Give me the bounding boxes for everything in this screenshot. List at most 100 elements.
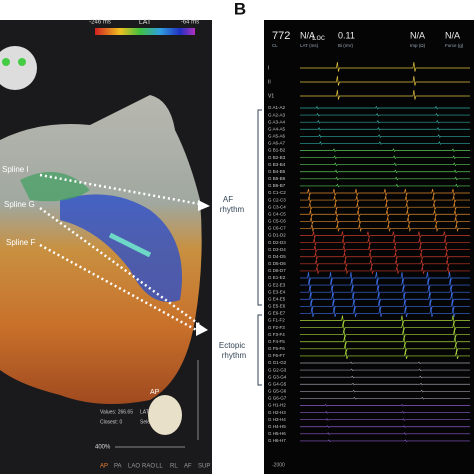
channel-label: G H5-H6 (268, 431, 286, 436)
readout-value: N/A (445, 30, 460, 40)
zoom-label: 400% (95, 445, 111, 451)
spline-label: Spline I (2, 165, 29, 174)
channel-trace (300, 134, 470, 138)
surface-trace (300, 75, 470, 86)
channel-label: G A1-A2 (268, 105, 286, 110)
scale-label: -2000 (272, 462, 285, 468)
channel-label: G F1-F2 (268, 318, 285, 323)
view-button[interactable]: RL (170, 464, 178, 470)
channel-trace (300, 350, 470, 360)
spline-label: Spline F (6, 238, 35, 247)
channel-trace (300, 418, 470, 421)
channel-label: G B5-B6 (268, 176, 286, 181)
channel-label: G H4-H5 (268, 424, 286, 429)
surface-trace (300, 61, 470, 72)
channel-trace (300, 210, 470, 218)
channel-label: G F5-F6 (268, 346, 285, 351)
channel-trace (300, 403, 470, 407)
channel-trace (300, 368, 470, 372)
channel-label: G A2-A3 (268, 112, 286, 117)
channel-label: G G1-G2 (268, 360, 287, 365)
channel-label: G A6-A7 (268, 141, 286, 146)
surface-trace (300, 89, 470, 100)
channel-trace (300, 322, 470, 331)
map-region (60, 194, 182, 302)
channel-trace (300, 119, 470, 124)
lat-max: -64 ms (181, 20, 199, 26)
channel-trace (300, 266, 470, 275)
channel-label: G G3-G4 (268, 374, 287, 379)
channel-label: G G2-G3 (268, 367, 287, 372)
channel-label: G C5-C6 (268, 219, 286, 224)
channel-label: G D6-D7 (268, 268, 286, 273)
view-button[interactable]: SUP (198, 464, 210, 470)
channel-trace (300, 238, 470, 247)
channel-label: G B3-B4 (268, 162, 286, 167)
channel-label: I (268, 65, 269, 71)
ectopic-label: Ectopic (219, 341, 245, 350)
channel-label: G G5-G6 (268, 389, 287, 394)
channel-trace (300, 224, 470, 233)
channel-trace (300, 141, 470, 145)
readout-unit: Bi (mV) (338, 43, 354, 48)
channel-label: G D1-D2 (268, 233, 286, 238)
arrow-head (198, 200, 210, 211)
map-region (20, 172, 90, 202)
channel-trace (300, 183, 470, 188)
readout-value: N/A (410, 30, 425, 40)
channel-label: G B2-B3 (268, 155, 286, 160)
view-button[interactable]: AP (100, 464, 108, 470)
channel-label: II (268, 79, 271, 85)
view-button[interactable]: AF (184, 464, 192, 470)
readout-value: 772 (272, 30, 290, 42)
catheter (108, 232, 152, 258)
channel-trace (300, 279, 470, 289)
lat-title: LAT (139, 19, 152, 26)
ectopic-label: rhythm (222, 351, 247, 360)
channel-label: G B1-B2 (268, 148, 286, 153)
orientation-heart (148, 395, 182, 435)
channel-label: G F3-F4 (268, 332, 285, 337)
channel-trace (300, 396, 470, 400)
channel-label: G E2-E3 (268, 282, 286, 287)
channel-label: G C1-C2 (268, 190, 286, 195)
channel-label: G D4-D5 (268, 254, 286, 259)
channel-label: G F4-F5 (268, 339, 285, 344)
channel-trace (300, 105, 470, 110)
channel-label: G B6-B7 (268, 183, 286, 188)
channel-label: G E3-E4 (268, 289, 286, 294)
channel-trace (300, 432, 470, 435)
channel-trace (300, 188, 470, 197)
stat-label: Closest: 0 (100, 419, 122, 425)
channel-trace (300, 112, 470, 117)
channel-trace (300, 300, 470, 311)
af-label: rhythm (220, 205, 245, 214)
channel-label: G G4-G5 (268, 381, 287, 386)
channel-label: G D5-D6 (268, 261, 286, 266)
view-button[interactable]: RAO (142, 464, 155, 470)
channel-trace (300, 375, 470, 379)
channel-label: G A4-A5 (268, 126, 286, 131)
channel-trace (300, 382, 470, 386)
stat-label: Values: 266.65 (100, 409, 133, 415)
view-button[interactable]: PA (114, 464, 122, 470)
channel-label: G E6-E7 (268, 311, 286, 316)
channel-label: G C2-C3 (268, 197, 286, 202)
channel-trace (300, 425, 470, 428)
channel-label: G H6-H7 (268, 438, 286, 443)
channel-label: G G6-G7 (268, 396, 287, 401)
channel-label: G D3-D4 (268, 247, 286, 252)
channel-trace (300, 271, 470, 282)
readout-unit: CL (272, 43, 278, 48)
stat-label: LAT: 0 (140, 409, 154, 415)
channel-label: G H2-H3 (268, 410, 286, 415)
view-button[interactable]: LL (156, 464, 163, 470)
readout-value: 0.11 (338, 30, 355, 40)
view-button[interactable]: LAO (128, 464, 140, 470)
channel-trace (300, 231, 470, 240)
channel-label: G A5-A6 (268, 134, 286, 139)
channel-trace (300, 155, 470, 160)
channel-label: G F6-F7 (268, 353, 285, 358)
channel-trace (300, 162, 470, 167)
